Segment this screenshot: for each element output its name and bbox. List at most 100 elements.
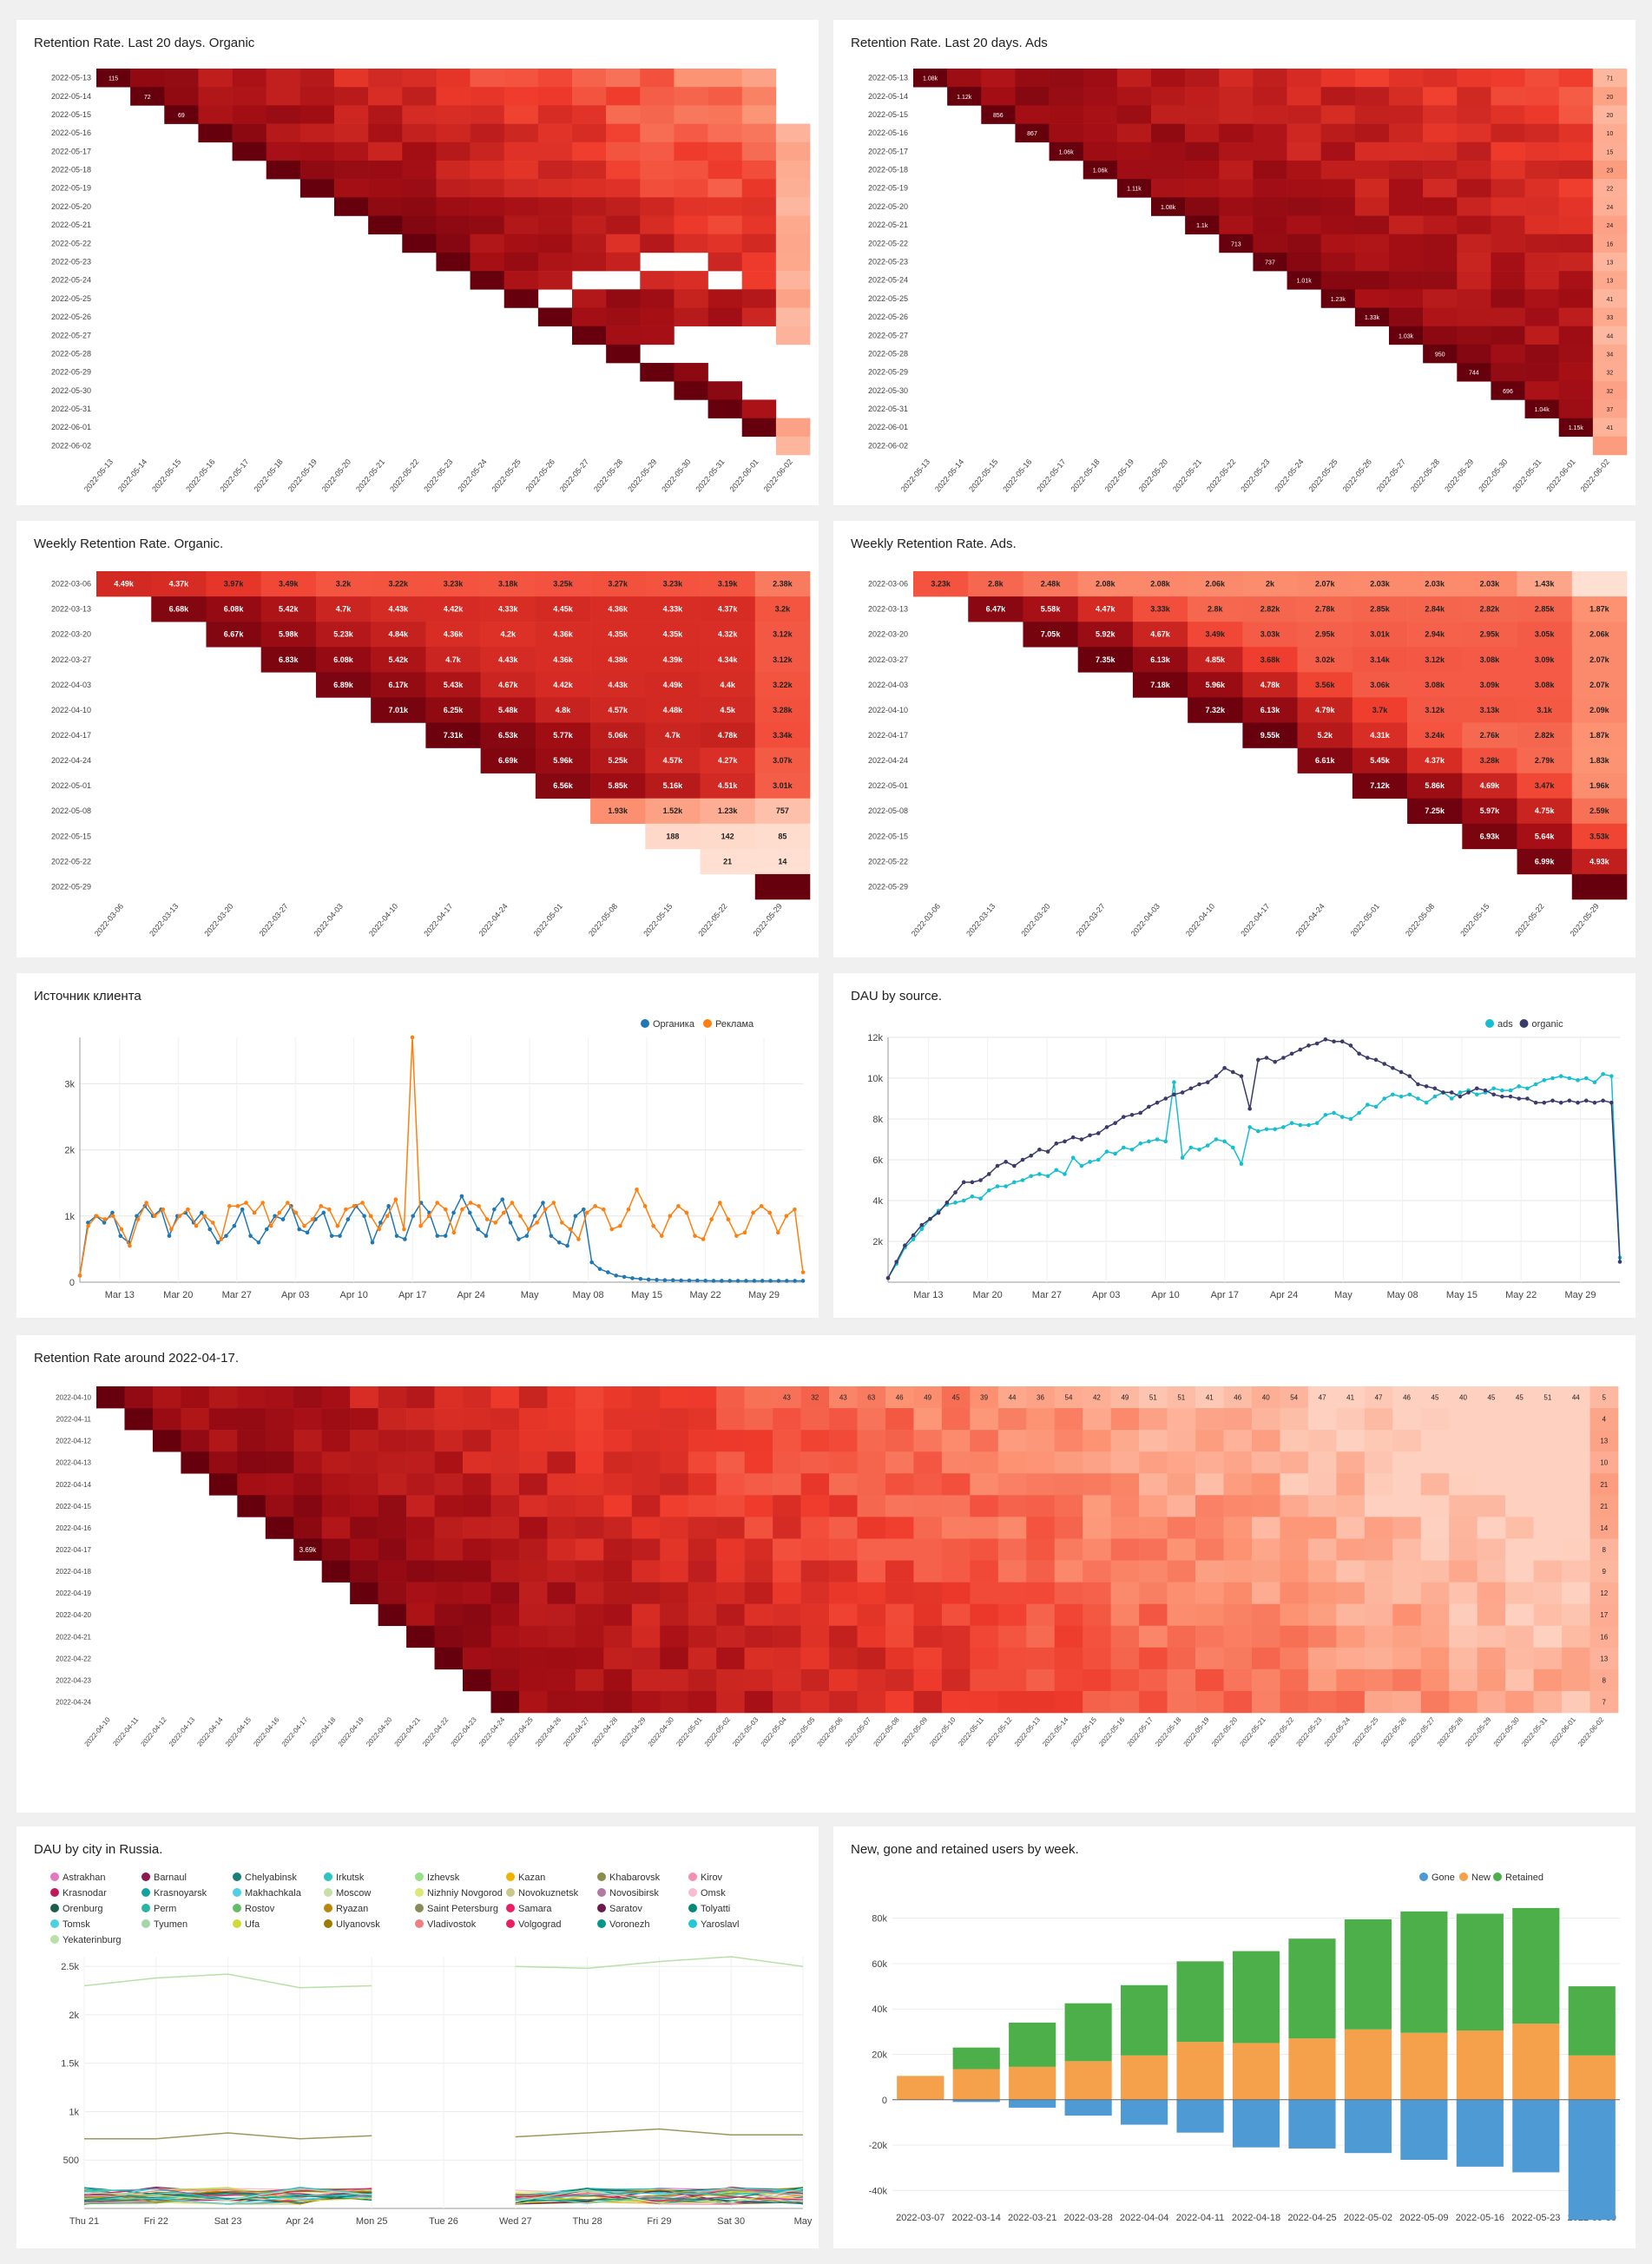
heatmap-cell: [518, 1473, 548, 1496]
cell-label: 2.48k: [1041, 580, 1062, 589]
heatmap-cell: [463, 1386, 491, 1409]
series-point: [1357, 1110, 1361, 1116]
row-label: 2022-05-19: [51, 184, 91, 193]
legend-marker: [506, 1872, 515, 1881]
heatmap-cell: [1287, 69, 1322, 88]
heatmap-cell: [606, 69, 641, 88]
heatmap-cell: [350, 1582, 378, 1604]
heatmap-cell: [425, 697, 481, 723]
legend-marker: [233, 1904, 241, 1912]
series-point: [1037, 1147, 1042, 1152]
series-point: [1601, 1098, 1605, 1103]
heatmap-cell: [480, 747, 536, 773]
cell-label: 3.12k: [1425, 655, 1445, 664]
series-point: [484, 1234, 489, 1238]
heatmap-cell: [640, 123, 675, 143]
heatmap-cell: [1167, 1408, 1196, 1431]
heatmap-cell: [1423, 87, 1458, 106]
cell-label: 13: [1607, 260, 1614, 267]
heatmap-cell: [547, 1386, 576, 1409]
heatmap-cell: [1307, 1560, 1337, 1583]
cell-label: 3.08k: [1425, 681, 1445, 689]
col-label: 2022-05-29: [752, 902, 784, 938]
heatmap-cell: [1491, 87, 1525, 106]
heatmap-cell: [913, 1386, 943, 1409]
heatmap-cell: [434, 1451, 464, 1474]
cell-label: 856: [993, 113, 1004, 119]
heatmap-cell: [1195, 1603, 1224, 1627]
series-point: [635, 1187, 639, 1192]
x-tick-label: May 08: [573, 1290, 604, 1300]
heatmap-cell: [434, 1473, 464, 1496]
heatmap-cell: [1110, 1386, 1140, 1409]
series-point: [1366, 1102, 1370, 1107]
heatmap-cell: [265, 1386, 294, 1409]
heatmap-cell: [1049, 69, 1084, 88]
heatmap-cell: [829, 1386, 858, 1409]
heatmap-cell: [1280, 1517, 1309, 1539]
heatmap-cell: [1054, 1560, 1083, 1583]
heatmap-cell: [1505, 1690, 1534, 1714]
heatmap-cell: [232, 69, 267, 88]
legend-label: Kirov: [701, 1872, 723, 1883]
heatmap-cell: [1336, 1430, 1366, 1452]
heatmap-cell: [1026, 1495, 1056, 1517]
cell-label: 6.13k: [1260, 706, 1281, 714]
legend-marker: [324, 1919, 332, 1928]
row-label: 2022-05-27: [51, 331, 91, 339]
heatmap-cell: [1449, 1560, 1478, 1583]
heatmap-cell: [1307, 1538, 1337, 1561]
cell-label: 4.34k: [718, 655, 739, 664]
heatmap-cell: [198, 69, 233, 88]
heatmap-cell: [754, 848, 811, 875]
cell-label: 4.79k: [1315, 706, 1336, 714]
heatmap-cell: [547, 1538, 576, 1561]
cell-label: 1.23k: [718, 806, 739, 815]
heatmap-cell: [775, 252, 811, 272]
heatmap-cell: [941, 1625, 971, 1649]
heatmap-cell: [913, 1625, 943, 1649]
heatmap-cell: [913, 69, 948, 88]
col-label: 2022-05-12: [984, 1715, 1014, 1748]
heatmap-cell: [1392, 1538, 1422, 1561]
cell-label: 9: [1603, 1568, 1607, 1576]
heatmap-cell: [941, 1668, 971, 1692]
heatmap-cell: [1026, 1517, 1056, 1539]
heatmap-cell: [1462, 672, 1517, 698]
heatmap-cell: [1354, 307, 1390, 326]
row-label: 2022-05-21: [868, 220, 908, 229]
heatmap-cell: [1592, 418, 1628, 438]
heatmap-cell: [1477, 1647, 1506, 1670]
heatmap-cell: [1026, 1408, 1056, 1431]
col-label: 2022-05-31: [1520, 1715, 1550, 1748]
heatmap-cell: [754, 647, 811, 673]
col-label: 2022-05-17: [1035, 457, 1067, 494]
cell-label: 1.23k: [1331, 297, 1346, 303]
series-point: [161, 1207, 166, 1212]
heatmap-cell: [1364, 1451, 1393, 1474]
heatmap-cell: [436, 234, 471, 253]
heatmap-cell: [603, 1582, 633, 1604]
heatmap-cell: [603, 1560, 633, 1583]
heatmap-cell: [754, 823, 811, 850]
heatmap-cell: [857, 1603, 886, 1627]
legend-label: Rostov: [245, 1904, 275, 1914]
heatmap-cell: [1219, 87, 1254, 106]
panel-title: DAU by city in Russia.: [34, 1842, 163, 1857]
heatmap-cell: [1562, 1451, 1590, 1474]
heatmap-cell: [470, 179, 505, 198]
heatmap-cell: [402, 69, 437, 88]
heatmap-cell: [1054, 1517, 1083, 1539]
x-tick-label: May 29: [1564, 1290, 1596, 1300]
series-point: [695, 1278, 700, 1283]
row-label: 2022-04-24: [56, 1698, 91, 1706]
row-label: 2022-04-24: [868, 756, 908, 765]
heatmap-cell: [829, 1647, 858, 1670]
heatmap-cell: [1132, 596, 1188, 622]
heatmap-cell: [1423, 252, 1458, 272]
heatmap-cell: [700, 672, 756, 698]
col-label: 2022-03-27: [1075, 902, 1107, 938]
heatmap-cell: [1083, 1430, 1111, 1452]
heatmap-cell: [321, 1495, 351, 1517]
heatmap-cell: [674, 234, 708, 253]
